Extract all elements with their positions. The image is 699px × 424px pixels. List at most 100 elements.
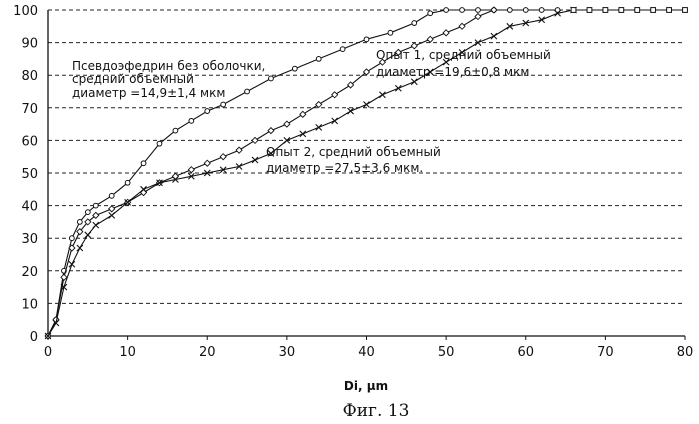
series-3-point — [300, 131, 306, 137]
series-3-point — [379, 92, 385, 98]
x-tick-label-20: 20 — [199, 345, 216, 360]
y-tick-label-90: 90 — [21, 37, 38, 52]
series-4-point — [619, 8, 624, 13]
series-3-point — [395, 85, 401, 91]
series-1-point — [69, 236, 74, 241]
series-2-point — [109, 206, 115, 212]
y-tick-label-20: 20 — [21, 265, 38, 280]
series-3-point — [69, 261, 75, 267]
series-1-point — [507, 8, 512, 13]
annotation-experiment-1: Опыт 1, средний объемный диаметр =19,6±0… — [376, 48, 555, 79]
annotation-uncoated-line-2: средний объемный — [72, 72, 194, 86]
x-tick-label-60: 60 — [517, 345, 534, 360]
series-2-point — [300, 111, 306, 117]
series-2-point — [443, 30, 449, 36]
y-tick-label-40: 40 — [21, 200, 38, 215]
y-tick-label-70: 70 — [21, 102, 38, 117]
series-4-point — [683, 8, 688, 13]
series-3-point — [93, 222, 99, 228]
series-1-point — [292, 66, 297, 71]
x-tick-labels: 0 10 20 30 40 50 60 70 80 — [44, 345, 693, 360]
x-axis-label: Di, µm — [344, 379, 388, 393]
series-2-point — [188, 167, 194, 173]
series-1-point — [523, 8, 528, 13]
series-1-point — [93, 203, 98, 208]
series-1-point — [141, 161, 146, 166]
y-tick-label-30: 30 — [21, 232, 38, 247]
series-2-point — [491, 7, 497, 13]
series-1-point — [340, 47, 345, 52]
y-tick-label-50: 50 — [21, 167, 38, 182]
y-tick-label-100: 100 — [13, 4, 38, 19]
series-2-point — [268, 128, 274, 134]
series-4-point — [603, 8, 608, 13]
series-1-point — [221, 102, 226, 107]
series-1-point — [109, 193, 114, 198]
y-tick-label-10: 10 — [21, 297, 38, 312]
series-1-point — [189, 118, 194, 123]
series-2-point — [459, 23, 465, 29]
series-2-point — [220, 154, 226, 160]
series-2-point — [204, 160, 210, 166]
series-1-point — [85, 210, 90, 215]
annotation-uncoated-line-1: Псевдоэфедрин без оболочки, — [72, 59, 265, 73]
series-4-point — [587, 8, 592, 13]
series-1-point — [269, 76, 274, 81]
series-3-point — [332, 118, 338, 124]
series-3-point — [316, 124, 322, 130]
series-2-point — [252, 137, 258, 143]
series-4-point — [667, 8, 672, 13]
series-1-point — [205, 109, 210, 114]
series-1-point — [157, 141, 162, 146]
series-4-point — [635, 8, 640, 13]
annotation-uncoated: Псевдоэфедрин без оболочки, средний объе… — [72, 59, 269, 100]
x-tick-label-80: 80 — [677, 345, 694, 360]
series-1-point — [245, 89, 250, 94]
series-2-point — [316, 102, 322, 108]
series-2-point — [236, 147, 242, 153]
series-1-point — [460, 8, 465, 13]
y-tick-label-60: 60 — [21, 134, 38, 149]
y-tick-label-0: 0 — [30, 330, 38, 345]
series-1-point — [388, 30, 393, 35]
series-1-point — [364, 37, 369, 42]
y-tick-label-80: 80 — [21, 69, 38, 84]
x-tick-label-10: 10 — [119, 345, 136, 360]
series-1-point — [476, 8, 481, 13]
series-3-point — [109, 212, 115, 218]
annotation-experiment-2: Опыт 2, средний объемный диаметр =27,5±3… — [266, 145, 445, 175]
x-tick-label-0: 0 — [44, 345, 52, 360]
series-2-point — [172, 173, 178, 179]
series-2-point — [427, 36, 433, 42]
series-3-point — [85, 232, 91, 238]
series-2-point — [475, 14, 481, 20]
annotation-experiment-2-line-1: Опыт 2, средний объемный — [266, 145, 441, 159]
series-3-point — [348, 108, 354, 114]
series-3-point — [491, 33, 497, 39]
annotation-experiment-2-line-2: диаметр =27,5±3,6 мкм. — [266, 161, 423, 175]
figure-caption: Фиг. 13 — [343, 401, 410, 421]
series-1-point — [173, 128, 178, 133]
series-1-point — [125, 180, 130, 185]
annotation-uncoated-line-3: диаметр =14,9±1,4 мкм — [72, 86, 225, 100]
series-1-point — [316, 57, 321, 62]
x-tick-label-40: 40 — [358, 345, 375, 360]
series-1-point — [539, 8, 544, 13]
series-2-point — [284, 121, 290, 127]
series-1-point — [428, 11, 433, 16]
x-tick-label-50: 50 — [438, 345, 455, 360]
x-tick-label-30: 30 — [279, 345, 296, 360]
series-4-point — [571, 8, 576, 13]
series-1-point — [77, 220, 82, 225]
series-2-point — [332, 92, 338, 98]
series-3-point — [77, 245, 83, 251]
series-1-point — [444, 8, 449, 13]
series-3-point — [252, 157, 258, 163]
x-tick-label-70: 70 — [597, 345, 614, 360]
annotation-experiment-1-line-2: диаметр =19,6±0,8 мкм — [376, 65, 529, 79]
series-4-point — [651, 8, 656, 13]
series-3-point — [364, 102, 370, 108]
series-3-point — [411, 79, 417, 85]
series-1-point — [412, 21, 417, 26]
